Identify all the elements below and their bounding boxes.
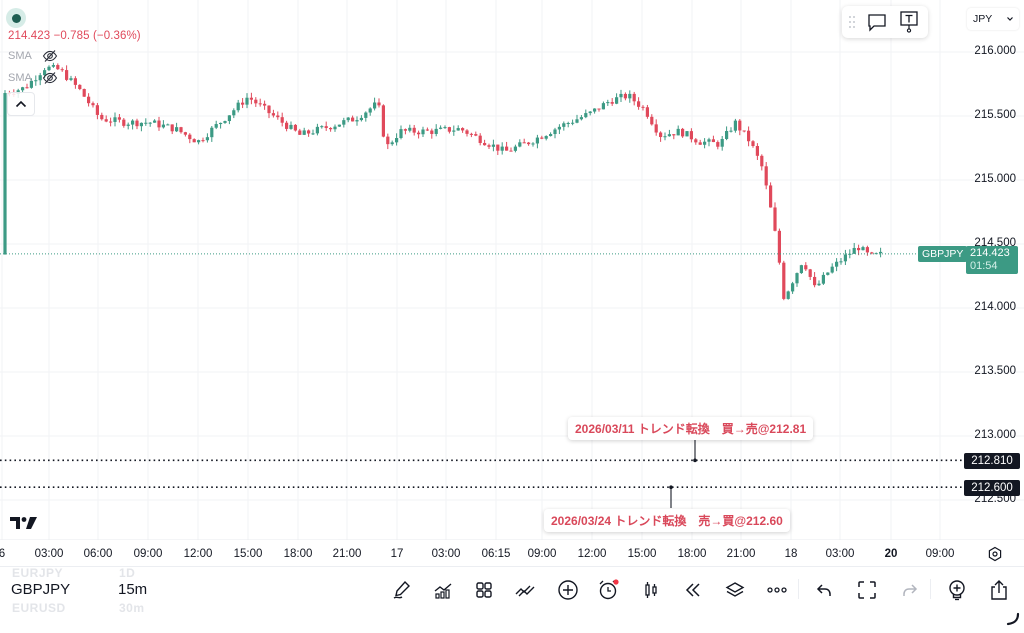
chart-type-icon [645,582,657,598]
last-price-value: 214.423 [970,247,1010,259]
indicator-label: SMA [8,50,32,62]
drawing-tool-icon [393,580,410,599]
drag-handle-icon[interactable] [848,15,856,29]
time-axis-label: 03:00 [431,548,461,560]
time-axis-label: 03:00 [825,548,855,560]
redo-icon [903,584,918,596]
symbol-selector[interactable]: GBPJPY [11,581,71,598]
interval-selector[interactable]: 15m [118,581,148,598]
time-axis-label: 09:00 [527,548,557,560]
price-axis-label: 215.500 [974,109,1016,121]
indicator-sma-2[interactable]: SMA [8,70,58,86]
price-summary: 214.423 −0.785 (−0.36%) [8,30,141,42]
interval-option-prev[interactable]: 1D [119,566,136,580]
eye-off-icon[interactable] [42,48,58,64]
currency-select[interactable]: JPY [967,8,1019,30]
eye-off-icon[interactable] [42,70,58,86]
price-axis-label: 213.000 [974,429,1016,441]
collapse-legend-button[interactable] [7,92,35,116]
toolbar-divider [798,579,799,599]
time-axis-label: 12:00 [183,548,213,560]
candlestick-chart[interactable] [0,0,1024,540]
share-icon [991,580,1007,600]
ideas-icon [949,580,965,601]
horizontal-line-price-tag[interactable]: 212.600 [964,480,1020,496]
chevron-up-icon [15,100,27,108]
fullscreen-button[interactable] [854,577,880,603]
time-axis-label: 21:00 [332,548,362,560]
price-axis-label: 212.500 [974,493,1016,505]
undo-icon [816,584,831,596]
alert-icon [599,579,619,600]
time-axis-label: 09:00 [925,548,955,560]
market-status-icon[interactable] [6,8,26,28]
toolbar-divider [930,579,931,599]
indicators-button[interactable] [430,577,456,603]
fullscreen-icon [858,581,876,599]
redo-button[interactable] [896,577,922,603]
layers-icon [725,582,745,597]
chart-type-button[interactable] [638,577,664,603]
chevron-down-icon [1007,17,1013,21]
indicators-icon [434,583,452,599]
replay-button[interactable] [680,577,706,603]
bottom-toolbar: EURJPY GBPJPY EURUSD 1D 15m 30m [0,566,1024,633]
time-axis-label: 06:00 [83,548,113,560]
time-axis-label: 18:00 [283,548,313,560]
symbol-option-next[interactable]: EURUSD [12,601,66,615]
horizontal-line-price-tag[interactable]: 212.810 [964,453,1020,469]
last-price-tag: 214.423 01:54 [966,246,1018,274]
time-axis-label: 17 [390,548,404,560]
compare-icon [515,585,535,597]
share-button[interactable] [986,577,1012,603]
time-axis-label: 12:00 [577,548,607,560]
symbol-option-prev[interactable]: EURJPY [12,566,64,580]
comment-icon[interactable] [866,12,888,32]
time-axis-label: 15:00 [233,548,263,560]
time-axis-label: 6 [0,548,6,560]
alert-button[interactable] [596,577,622,603]
currency-value: JPY [973,13,993,25]
add-icon [558,580,578,600]
symbol-tag: GBPJPY [918,246,968,262]
templates-icon [476,582,492,598]
time-axis-label: 20 [884,548,898,560]
compare-button[interactable] [513,577,539,603]
text-note-icon[interactable] [898,10,920,34]
chart-pane[interactable]: 214.423 −0.785 (−0.36%) SMA SMA JPY 216.… [0,0,1024,562]
time-axis-label: 21:00 [726,548,756,560]
settings-icon[interactable] [987,546,1003,562]
more-icon [767,587,787,593]
resize-handle-icon[interactable] [1005,611,1021,627]
time-axis-label: 03:00 [34,548,64,560]
time-axis-label: 18:00 [677,548,707,560]
price-axis-label: 214.000 [974,301,1016,313]
indicator-label: SMA [8,72,32,84]
add-button[interactable] [555,577,581,603]
annotation-sell-signal[interactable]: 2026/03/11 トレンド転換 買→売@212.81 [568,417,814,440]
time-axis-label: 15:00 [627,548,657,560]
bar-countdown: 01:54 [970,260,998,272]
price-axis-label: 216.000 [974,45,1016,57]
time-axis-label: 06:15 [481,548,511,560]
time-axis-label: 18 [784,548,798,560]
layers-button[interactable] [722,577,748,603]
interval-option-next[interactable]: 30m [119,601,145,615]
undo-button[interactable] [812,577,838,603]
price-axis-label: 213.500 [974,365,1016,377]
price-axis-label: 215.000 [974,173,1016,185]
annotation-buy-signal[interactable]: 2026/03/24 トレンド転換 売→買@212.60 [544,509,790,532]
tradingview-logo[interactable] [10,516,38,530]
time-axis-label: 09:00 [133,548,163,560]
more-button[interactable] [764,577,790,603]
floating-drawing-toolbar [842,6,928,38]
legend [6,8,26,28]
indicator-sma-1[interactable]: SMA [8,48,58,64]
ideas-button[interactable] [944,577,970,603]
templates-button[interactable] [471,577,497,603]
replay-icon [685,583,700,597]
drawing-tool-button[interactable] [389,577,415,603]
